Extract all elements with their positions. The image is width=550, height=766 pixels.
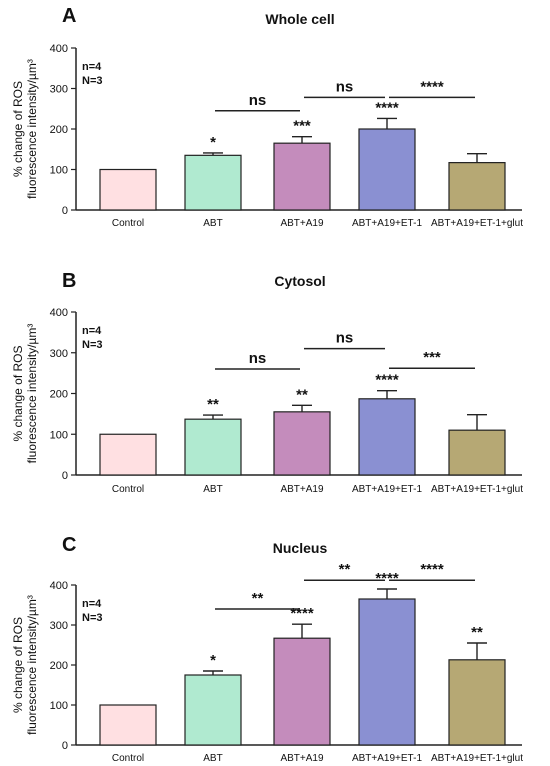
y-tick-label: 0: [62, 205, 68, 217]
sample-size-label: N=3: [82, 612, 103, 624]
significance-marker: ****: [375, 99, 399, 116]
sample-size-label: n=4: [82, 598, 102, 610]
bar-abt-a19: [273, 411, 331, 476]
y-tick-label: 400: [50, 580, 68, 592]
bar-abt: [184, 418, 242, 476]
significance-marker: ****: [375, 570, 399, 587]
y-tick-label: 200: [50, 389, 68, 401]
chart-panel-c: C Nucleus % change of ROSfluorescence inte…: [11, 534, 523, 764]
comparison-label: ***: [423, 349, 441, 366]
panel-letter: B: [62, 270, 76, 292]
comparison-label: ****: [420, 561, 444, 578]
bar-abt-a19-et-1-glut: [448, 659, 506, 746]
category-label: ABT+A19+ET-1+glut: [431, 484, 523, 495]
comparison-label: ns: [336, 78, 354, 95]
category-label: ABT+A19: [280, 218, 324, 229]
y-tick-label: 0: [62, 470, 68, 482]
y-tick-label: 300: [50, 84, 68, 96]
category-label: ABT+A19: [280, 484, 324, 495]
panel-letter: A: [62, 5, 76, 27]
category-label: ABT: [203, 484, 222, 495]
bar-control: [99, 433, 157, 476]
y-tick-label: 300: [50, 620, 68, 632]
category-label: ABT+A19+ET-1: [352, 484, 422, 495]
y-tick-label: 100: [50, 700, 68, 712]
comparison-label: ns: [249, 92, 267, 109]
significance-marker: *: [210, 134, 216, 151]
sample-size-label: n=4: [82, 61, 102, 73]
y-axis-label-line: fluorescence intensity/µm³: [25, 324, 39, 464]
bar-abt-a19: [273, 142, 331, 211]
category-label: ABT+A19: [280, 753, 324, 764]
bar-control: [99, 704, 157, 746]
sample-size-label: N=3: [82, 339, 103, 351]
bar-abt-a19-et-1-glut: [448, 429, 506, 476]
category-label: Control: [112, 484, 144, 495]
bar-abt: [184, 674, 242, 746]
y-tick-label: 0: [62, 740, 68, 752]
bar-abt-a19-et-1: [358, 398, 416, 476]
y-tick-label: 200: [50, 660, 68, 672]
significance-marker: ***: [293, 118, 311, 135]
significance-marker: **: [207, 396, 219, 413]
chart-title: Whole cell: [265, 11, 334, 27]
chart-panel-a: A Whole cell % change of ROSfluorescence i…: [11, 5, 523, 229]
y-axis-label: % change of ROSfluorescence intensity/µm…: [11, 324, 39, 464]
category-label: ABT+A19+ET-1: [352, 753, 422, 764]
category-label: ABT: [203, 218, 222, 229]
chart-title: Nucleus: [273, 540, 328, 556]
y-axis-label-line: fluorescence intensity/µm³: [25, 59, 39, 199]
y-tick-label: 100: [50, 165, 68, 177]
y-tick-label: 100: [50, 429, 68, 441]
sample-size-label: n=4: [82, 325, 102, 337]
bar-abt: [184, 154, 242, 211]
panel-letter: C: [62, 534, 76, 556]
comparison-label: **: [339, 561, 351, 578]
y-tick-label: 200: [50, 124, 68, 136]
bar-abt-a19: [273, 637, 331, 746]
y-tick-label: 400: [50, 307, 68, 319]
y-axis-label-line: fluorescence intensity/µm³: [25, 595, 39, 735]
category-label: ABT+A19+ET-1: [352, 218, 422, 229]
comparison-label: **: [252, 590, 264, 607]
y-tick-label: 300: [50, 348, 68, 360]
bar-control: [99, 168, 157, 211]
significance-marker: *: [210, 652, 216, 669]
comparison-label: ns: [336, 330, 354, 347]
y-axis-label: % change of ROSfluorescence intensity/µm…: [11, 595, 39, 735]
chart-panel-b: B Cytosol % change of ROSfluorescence inte…: [11, 270, 523, 495]
category-label: ABT+A19+ET-1+glut: [431, 218, 523, 229]
y-axis-label-line: % change of ROS: [11, 617, 25, 713]
significance-marker: ****: [290, 605, 314, 622]
y-axis-label-line: % change of ROS: [11, 81, 25, 177]
category-label: ABT: [203, 753, 222, 764]
bar-abt-a19-et-1: [358, 128, 416, 211]
sample-size-label: N=3: [82, 75, 103, 87]
significance-marker: ****: [375, 372, 399, 389]
y-axis-label-line: % change of ROS: [11, 345, 25, 441]
category-label: ABT+A19+ET-1+glut: [431, 753, 523, 764]
bar-abt-a19-et-1: [358, 598, 416, 746]
y-tick-label: 400: [50, 43, 68, 55]
comparison-label: ns: [249, 350, 267, 367]
significance-marker: **: [471, 624, 483, 641]
bar-abt-a19-et-1-glut: [448, 162, 506, 211]
category-label: Control: [112, 218, 144, 229]
comparison-label: ****: [420, 78, 444, 95]
y-axis-label: % change of ROSfluorescence intensity/µm…: [11, 59, 39, 199]
category-label: Control: [112, 753, 144, 764]
significance-marker: **: [296, 386, 308, 403]
chart-title: Cytosol: [274, 273, 325, 289]
